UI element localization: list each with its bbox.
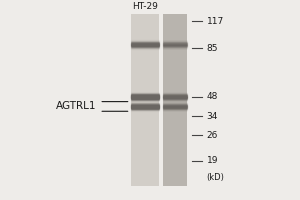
Bar xyxy=(130,14,159,186)
Text: 26: 26 xyxy=(207,131,218,140)
Text: 19: 19 xyxy=(207,156,218,165)
Text: 85: 85 xyxy=(207,44,218,53)
Text: AGTRL1: AGTRL1 xyxy=(56,101,96,111)
Text: 34: 34 xyxy=(207,112,218,121)
Text: 117: 117 xyxy=(207,17,224,26)
Text: 48: 48 xyxy=(207,92,218,101)
Bar xyxy=(164,14,187,186)
Text: (kD): (kD) xyxy=(207,173,225,182)
Text: HT-29: HT-29 xyxy=(132,2,158,11)
